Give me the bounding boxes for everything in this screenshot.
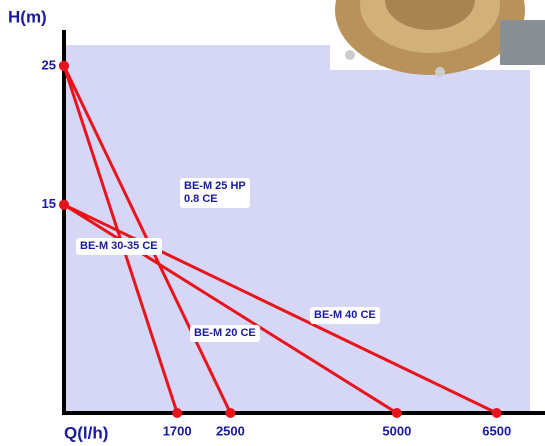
y-tick-label: 25 <box>42 57 56 72</box>
pump-image <box>330 0 545 77</box>
y-axis-label: H(m) <box>8 7 47 26</box>
x-tick-label: 2500 <box>216 423 245 438</box>
point <box>172 408 183 418</box>
point <box>59 60 69 71</box>
plot-area <box>64 45 530 413</box>
point <box>59 199 69 210</box>
x-axis-label: Q(l/h) <box>64 423 108 442</box>
x-tick-label: 6500 <box>482 423 511 438</box>
series-label: BE-M 30-35 CE <box>76 238 162 255</box>
point <box>491 408 502 418</box>
x-tick-label: 1700 <box>163 423 192 438</box>
point <box>225 408 236 418</box>
y-tick-label: 15 <box>42 196 56 211</box>
series-label: BE-M 25 HP 0.8 CE <box>180 178 250 208</box>
point <box>391 408 402 418</box>
series-label: BE-M 40 CE <box>310 307 380 324</box>
x-tick-label: 5000 <box>382 423 411 438</box>
series-label: BE-M 20 CE <box>190 325 260 342</box>
